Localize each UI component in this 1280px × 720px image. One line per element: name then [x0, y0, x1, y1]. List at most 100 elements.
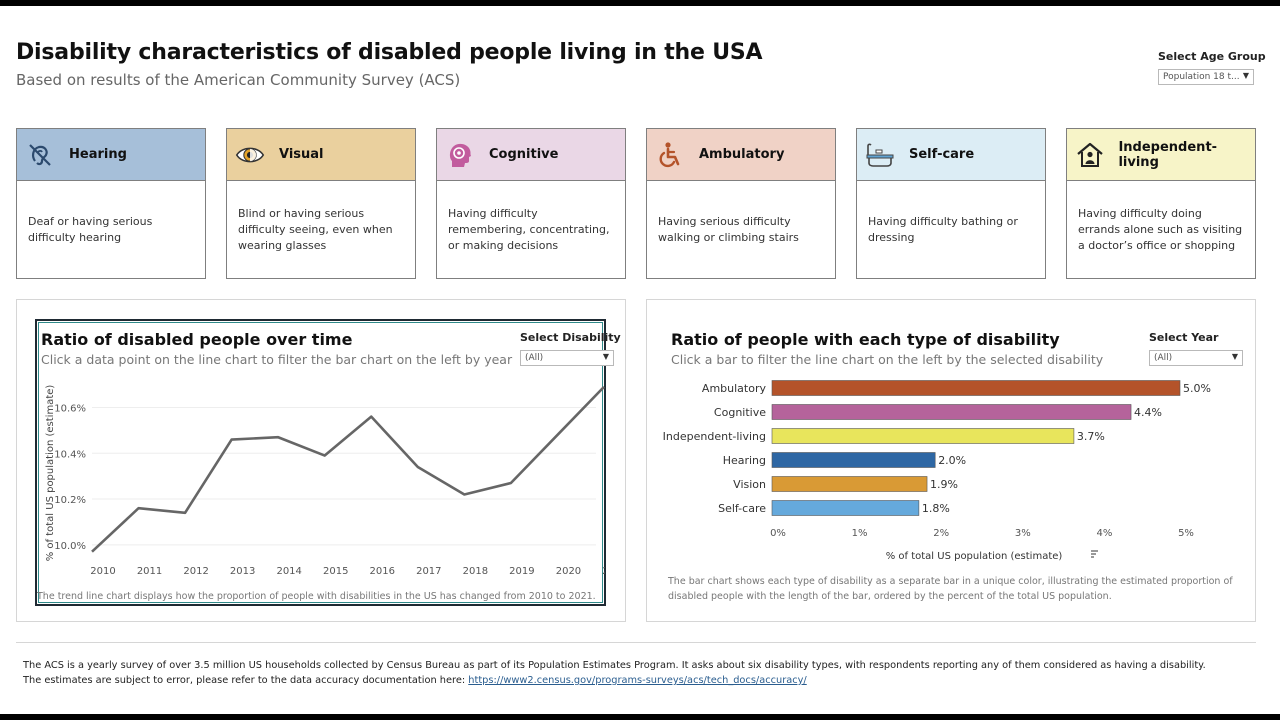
age-group-label: Select Age Group — [1158, 50, 1266, 63]
card-description: Having serious difficulty walking or cli… — [658, 215, 799, 244]
category-label: Vision — [733, 478, 766, 491]
card-cognitive: Cognitive Having difficulty remembering,… — [436, 128, 626, 279]
chevron-down-icon: ▼ — [1231, 352, 1238, 361]
chevron-down-icon: ▼ — [1242, 71, 1249, 80]
ear-slash-icon — [25, 140, 55, 170]
bar-value-label: 1.9% — [930, 478, 958, 491]
data-point[interactable] — [412, 461, 424, 473]
card-title: Ambulatory — [699, 147, 785, 162]
bar-value-label: 5.0% — [1183, 382, 1211, 395]
x-tick-label: 2019 — [509, 566, 534, 577]
data-point[interactable] — [226, 434, 238, 446]
eye-icon — [235, 140, 265, 170]
card-description: Deaf or having serious difficulty hearin… — [28, 215, 153, 244]
home-person-icon — [1075, 140, 1104, 170]
page-subtitle: Based on results of the American Communi… — [16, 71, 461, 89]
bar-chart-note: The bar chart shows each type of disabil… — [668, 574, 1233, 604]
bar-chart-note-line1: The bar chart shows each type of disabil… — [668, 576, 1233, 587]
accuracy-doc-link[interactable]: https://www2.census.gov/programs-surveys… — [468, 675, 807, 686]
card-hearing: Hearing Deaf or having serious difficult… — [16, 128, 206, 279]
sort-icon[interactable] — [1091, 550, 1098, 558]
data-point[interactable] — [458, 488, 470, 500]
bar-chart-title: Ratio of people with each type of disabi… — [671, 330, 1060, 349]
data-point[interactable] — [272, 431, 284, 443]
x-tick-label: 2021 — [602, 566, 605, 577]
footer-line1: The ACS is a yearly survey of over 3.5 m… — [23, 660, 1206, 671]
year-filter-value: (All) — [1154, 353, 1173, 363]
bar-chart-note-line2: disabled people with the length of the b… — [668, 591, 1112, 602]
y-axis-label: % of total US population (estimate) — [45, 385, 56, 562]
data-point[interactable] — [505, 477, 517, 489]
line-chart-title: Ratio of disabled people over time — [41, 330, 353, 349]
card-header: Independent-living — [1067, 129, 1255, 181]
line-chart-note: The trend line chart displays how the pr… — [37, 591, 596, 602]
bar-value-label: 4.4% — [1134, 406, 1162, 419]
year-filter-label: Select Year — [1149, 331, 1219, 344]
bar[interactable] — [771, 452, 936, 468]
category-label: Independent-living — [663, 430, 766, 443]
x-tick-label: 2013 — [230, 566, 255, 577]
y-tick-label: 10.0% — [54, 541, 86, 552]
bar[interactable] — [771, 404, 1132, 420]
bar-chart[interactable]: Ambulatory 5.0% Cognitive 4.4% Independent-l… — [650, 374, 1250, 570]
card-header: Ambulatory — [647, 129, 835, 181]
line-chart[interactable]: 10.0% 10.2% 10.4% 10.6% 2010 2011 2012 2013 2014… — [37, 372, 605, 588]
card-description: Blind or having serious difficulty seein… — [238, 207, 393, 252]
x-tick-label: 3% — [1015, 528, 1031, 539]
card-header: Self-care — [857, 129, 1045, 181]
x-axis-label: % of total US population (estimate) — [886, 551, 1063, 562]
data-point[interactable] — [179, 507, 191, 519]
x-tick-label: 2017 — [416, 566, 441, 577]
bar[interactable] — [771, 500, 920, 516]
x-tick-label: 2014 — [276, 566, 301, 577]
disability-filter-label: Select Disability — [520, 331, 621, 344]
page-title: Disability characteristics of disabled p… — [16, 40, 763, 65]
card-visual: Visual Blind or having serious difficult… — [226, 128, 416, 279]
brain-head-icon — [445, 140, 475, 170]
data-point[interactable] — [133, 502, 145, 514]
card-title: Visual — [279, 147, 324, 162]
bottom-border — [0, 714, 1280, 720]
data-point[interactable] — [86, 546, 98, 558]
x-tick-label: 2010 — [90, 566, 115, 577]
data-point[interactable] — [319, 450, 331, 462]
y-tick-label: 10.2% — [54, 495, 86, 506]
bar[interactable] — [771, 428, 1075, 444]
card-title: Self-care — [909, 147, 975, 162]
bar-value-label: 1.8% — [922, 502, 950, 515]
y-tick-label: 10.6% — [54, 403, 86, 414]
bar[interactable] — [771, 476, 928, 492]
x-tick-label: 2016 — [370, 566, 395, 577]
trend-line — [91, 385, 605, 553]
x-tick-label: 2012 — [183, 566, 208, 577]
category-label: Hearing — [723, 454, 766, 467]
card-description: Having difficulty bathing or dressing — [868, 215, 1018, 244]
card-header: Visual — [227, 129, 415, 181]
x-tick-label: 2020 — [556, 566, 581, 577]
year-filter-select[interactable]: (All) ▼ — [1149, 350, 1243, 366]
bathtub-icon — [865, 140, 895, 170]
bar-value-label: 2.0% — [938, 454, 966, 467]
x-tick-label: 0% — [770, 528, 786, 539]
bar[interactable] — [771, 380, 1181, 396]
card-independent-living: Independent-living Having difficulty doi… — [1066, 128, 1256, 279]
x-tick-label: 4% — [1096, 528, 1112, 539]
card-description: Having difficulty doing errands alone su… — [1078, 207, 1243, 252]
disability-filter-select[interactable]: (All) ▼ — [520, 350, 614, 366]
bar-chart-subtitle: Click a bar to filter the line chart on … — [671, 352, 1104, 367]
category-label: Self-care — [718, 502, 766, 515]
card-title: Cognitive — [489, 147, 559, 162]
wheelchair-icon — [655, 140, 685, 170]
age-group-select[interactable]: Population 18 t... ▼ — [1158, 69, 1254, 85]
line-chart-frame — [35, 319, 606, 606]
x-tick-label: 2011 — [137, 566, 162, 577]
card-description: Having difficulty remembering, concentra… — [448, 207, 610, 252]
age-group-value: Population 18 t... — [1163, 72, 1240, 82]
chevron-down-icon: ▼ — [602, 352, 609, 361]
card-header: Cognitive — [437, 129, 625, 181]
footer-line2-text: The estimates are subject to error, plea… — [23, 675, 469, 686]
footer: The ACS is a yearly survey of over 3.5 m… — [23, 658, 1206, 688]
data-point[interactable] — [551, 429, 563, 441]
x-tick-label: 1% — [852, 528, 868, 539]
data-point[interactable] — [365, 411, 377, 423]
